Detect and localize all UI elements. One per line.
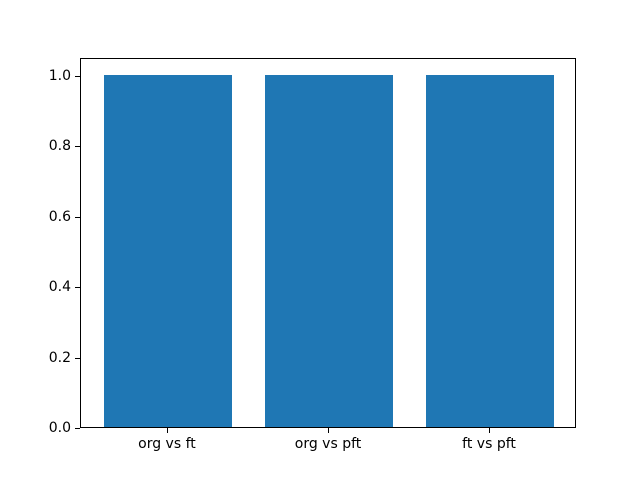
y-tick-label: 0.6: [48, 208, 71, 225]
y-tick: [75, 357, 80, 359]
y-tick: [75, 146, 80, 148]
x-tick: [328, 428, 329, 433]
y-tick-label: 0.8: [48, 138, 71, 155]
y-tick: [75, 287, 80, 289]
bar: [103, 74, 233, 427]
x-tick: [166, 428, 168, 433]
x-tick-label: ft vs pft: [462, 436, 516, 452]
y-tick-label: 0.0: [48, 420, 71, 436]
y-tick-label: 0.2: [48, 349, 71, 366]
y-tick-label: 1.0: [48, 67, 71, 84]
bar: [425, 74, 555, 427]
bar: [264, 74, 394, 427]
y-tick: [75, 428, 80, 429]
y-tick: [75, 216, 80, 218]
x-tick-label: org vs pft: [294, 436, 362, 452]
y-tick: [75, 75, 80, 77]
x-tick: [489, 428, 491, 433]
x-tick-label: org vs ft: [138, 436, 196, 452]
y-tick-label: 0.4: [48, 279, 71, 296]
plot-area: [80, 58, 576, 428]
